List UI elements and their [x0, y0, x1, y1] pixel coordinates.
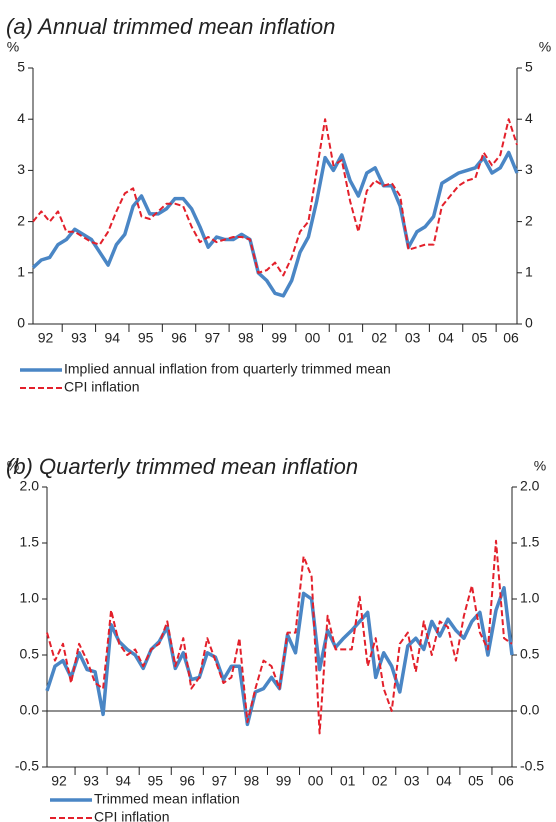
x-tick-label: 92 [51, 773, 67, 789]
x-tick-label: 99 [276, 773, 292, 789]
y-tick-label: -0.5 [520, 758, 544, 774]
x-tick-label: 95 [147, 773, 163, 789]
y-tick-label: 3 [17, 161, 25, 177]
x-tick-label: 97 [205, 330, 221, 346]
y-tick-label: 1.5 [20, 534, 40, 550]
x-tick-label: 00 [308, 773, 324, 789]
y-tick-label: 2 [17, 212, 25, 228]
chart-title: (b) Quarterly trimmed mean inflation [6, 454, 358, 479]
x-tick-label: 00 [305, 330, 321, 346]
y-tick-label: 2.0 [520, 478, 540, 494]
x-tick-label: 96 [171, 330, 187, 346]
x-tick-label: 05 [468, 773, 484, 789]
y-axis-label: % [7, 458, 19, 474]
y-tick-label: 0.5 [520, 646, 540, 662]
y-tick-label: 1 [525, 264, 533, 280]
x-tick-label: 98 [244, 773, 260, 789]
y-axis-label: % [7, 39, 19, 55]
y-tick-label: 0 [17, 315, 25, 331]
y-tick-label: 0.0 [20, 702, 40, 718]
y-tick-label: 1 [17, 264, 25, 280]
legend-label: Implied annual inflation from quarterly … [64, 361, 391, 377]
y-tick-label: 0.0 [520, 702, 540, 718]
x-tick-label: 94 [115, 773, 131, 789]
series-line [31, 150, 519, 298]
y-tick-label: 5 [525, 59, 533, 75]
x-tick-label: 95 [138, 330, 154, 346]
x-tick-label: 94 [104, 330, 120, 346]
y-tick-label: 1.0 [520, 590, 540, 606]
x-tick-label: 02 [372, 330, 388, 346]
x-tick-label: 04 [438, 330, 454, 346]
x-tick-label: 03 [404, 773, 420, 789]
series-line [45, 586, 514, 727]
x-tick-label: 01 [340, 773, 356, 789]
y-axis-label: % [534, 458, 546, 474]
x-tick-label: 92 [38, 330, 54, 346]
x-tick-label: 03 [405, 330, 421, 346]
y-tick-label: 5 [17, 59, 25, 75]
y-tick-label: 4 [525, 110, 533, 126]
y-tick-label: 1.0 [20, 590, 40, 606]
y-tick-label: 1.5 [520, 534, 540, 550]
legend-label: CPI inflation [64, 379, 139, 395]
x-tick-label: 93 [71, 330, 87, 346]
chart-title: (a) Annual trimmed mean inflation [6, 14, 335, 39]
y-tick-label: 4 [17, 110, 25, 126]
y-tick-label: 0 [525, 315, 533, 331]
x-tick-label: 99 [271, 330, 287, 346]
x-tick-label: 98 [238, 330, 254, 346]
y-tick-label: 3 [525, 161, 533, 177]
y-tick-label: 2.0 [20, 478, 40, 494]
x-tick-label: 93 [83, 773, 99, 789]
y-tick-label: 0.5 [20, 646, 40, 662]
x-tick-label: 02 [372, 773, 388, 789]
x-tick-label: 06 [503, 330, 519, 346]
y-tick-label: -0.5 [15, 758, 39, 774]
x-tick-label: 97 [212, 773, 228, 789]
x-tick-label: 04 [436, 773, 452, 789]
series-line [32, 118, 518, 277]
x-tick-label: 01 [338, 330, 354, 346]
x-tick-label: 06 [498, 773, 514, 789]
legend-label: CPI inflation [94, 809, 169, 822]
series-line [46, 539, 513, 735]
legend-label: Trimmed mean inflation [94, 791, 240, 807]
x-tick-label: 05 [472, 330, 488, 346]
y-tick-label: 2 [525, 212, 533, 228]
y-axis-label: % [539, 39, 551, 55]
x-tick-label: 96 [180, 773, 196, 789]
